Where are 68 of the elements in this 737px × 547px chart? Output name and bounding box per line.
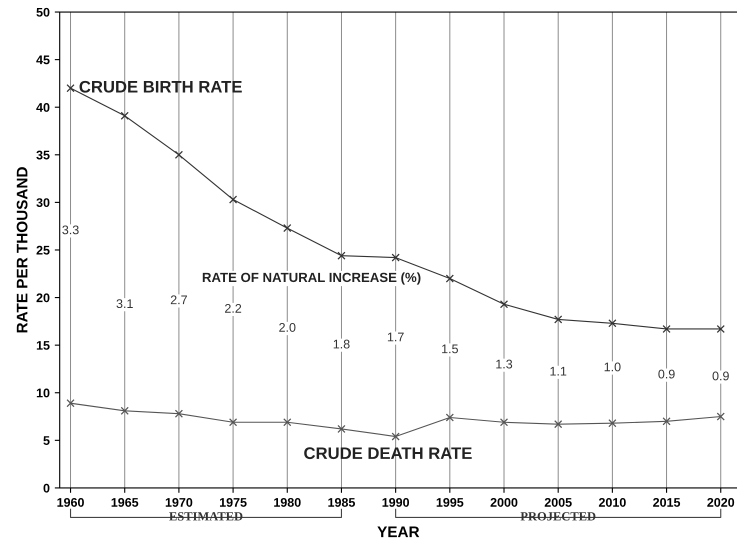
x-tick-label: 2005 xyxy=(544,498,572,507)
y-tick-label: 40 xyxy=(36,103,50,112)
point xyxy=(392,253,400,262)
point xyxy=(66,399,75,408)
y-tick-label: 15 xyxy=(36,341,50,350)
point xyxy=(608,319,616,328)
y-tick-label: 20 xyxy=(36,293,50,302)
y-tick-label: 30 xyxy=(36,198,50,208)
annotation: 0.9 xyxy=(712,372,729,380)
x-tick-label: 1980 xyxy=(274,498,301,507)
annotation: 3.1 xyxy=(116,299,133,308)
annotation: 2.0 xyxy=(279,323,296,332)
annotation: 2.7 xyxy=(170,295,187,304)
annotation: 1.3 xyxy=(496,360,512,368)
annotation: 1.8 xyxy=(334,340,350,349)
annotation: 0.9 xyxy=(658,370,675,378)
point xyxy=(716,324,725,334)
point xyxy=(283,224,292,232)
series-label: CRUDE DEATH RATE xyxy=(304,447,472,460)
annotation: RATE OF NATURAL INCREASE (%) xyxy=(202,272,420,285)
x-tick-label: 2015 xyxy=(653,498,680,507)
point xyxy=(446,274,454,283)
series-label: CRUDE BIRTH RATE xyxy=(80,80,242,93)
y-tick-label: 25 xyxy=(36,246,50,255)
y-tick-label: 35 xyxy=(36,150,50,160)
y-tick-label: 50 xyxy=(36,8,50,17)
point xyxy=(716,412,725,421)
point xyxy=(662,417,671,426)
point xyxy=(392,432,400,441)
point xyxy=(500,300,508,308)
x-tick-label: 1985 xyxy=(328,498,356,507)
point xyxy=(228,195,238,204)
point xyxy=(446,413,454,422)
annotation: 1.0 xyxy=(604,362,621,372)
annotation: 3.3 xyxy=(62,225,79,234)
annotation: 2.2 xyxy=(225,304,242,313)
point xyxy=(500,418,508,426)
x-tick-label: 1990 xyxy=(382,498,410,507)
x-tick-label: 1995 xyxy=(436,498,464,507)
x-tick-label: 1965 xyxy=(112,498,138,507)
x-axis-title: YEAR xyxy=(377,526,420,538)
x-tick-label: 1970 xyxy=(166,498,192,507)
y-tick-label: 45 xyxy=(36,56,50,64)
point xyxy=(228,418,238,426)
annotation: 1.5 xyxy=(442,344,458,354)
y-axis-title: RATE PER THOUSAND xyxy=(16,167,28,332)
point xyxy=(337,252,346,260)
y-tick-label: 10 xyxy=(36,388,50,398)
point xyxy=(283,418,292,426)
point xyxy=(337,424,346,434)
point xyxy=(608,419,616,428)
point xyxy=(66,84,75,92)
x-tick-label: 2000 xyxy=(490,498,518,507)
annotation: 1.7 xyxy=(388,332,404,342)
x-tick-label: 2010 xyxy=(598,498,626,507)
y-tick-label: 5 xyxy=(43,436,50,445)
point xyxy=(554,420,562,428)
point xyxy=(174,150,183,159)
point xyxy=(174,410,183,418)
point xyxy=(120,112,129,120)
x-tick-label: 1975 xyxy=(220,498,247,507)
point xyxy=(554,315,562,324)
y-tick-label: 0 xyxy=(44,484,50,493)
x-tick-label: 1960 xyxy=(57,498,84,507)
annotation: 1.1 xyxy=(550,366,566,376)
x-tick-label: 2020 xyxy=(707,498,734,507)
point xyxy=(662,324,671,334)
point xyxy=(120,406,129,415)
